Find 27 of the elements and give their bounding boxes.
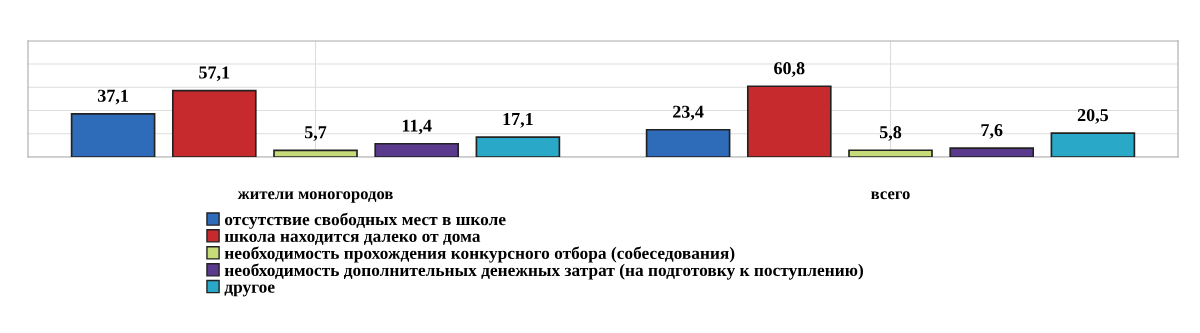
legend-label: отсутствие свободных мест в школе: [224, 212, 506, 229]
bar: [273, 149, 358, 157]
legend-label: другое: [224, 284, 275, 297]
legend-label: необходимость дополнительных денежных затрат (на подготовку к поступлению): [224, 263, 863, 280]
bar: [1050, 132, 1136, 157]
data-label: 60,8: [774, 62, 805, 77]
data-label: 20,5: [1077, 108, 1109, 124]
bar: [645, 128, 731, 157]
data-label: 7,6: [981, 124, 1003, 139]
bar: [374, 142, 460, 157]
bar: [171, 89, 257, 157]
data-label: 5,7: [304, 126, 327, 141]
x-tick-label: жители моногородов: [237, 191, 393, 203]
bar: [949, 147, 1035, 157]
data-label: 5,8: [879, 126, 902, 141]
bar: [70, 113, 156, 157]
data-label: 37,1: [97, 89, 128, 105]
data-label: 23,4: [673, 105, 704, 121]
bar: [475, 136, 561, 157]
legend-label: необходимость прохождения конкурсного отбора (собеседования): [224, 246, 735, 263]
data-label: 17,1: [503, 113, 533, 128]
data-label: 11,4: [402, 119, 432, 135]
bar: [848, 149, 933, 157]
legend-label: школа находится далеко от дома: [224, 233, 481, 245]
x-tick-label: всего: [871, 191, 910, 200]
bar: [746, 85, 832, 157]
data-label: 57,1: [199, 66, 230, 82]
